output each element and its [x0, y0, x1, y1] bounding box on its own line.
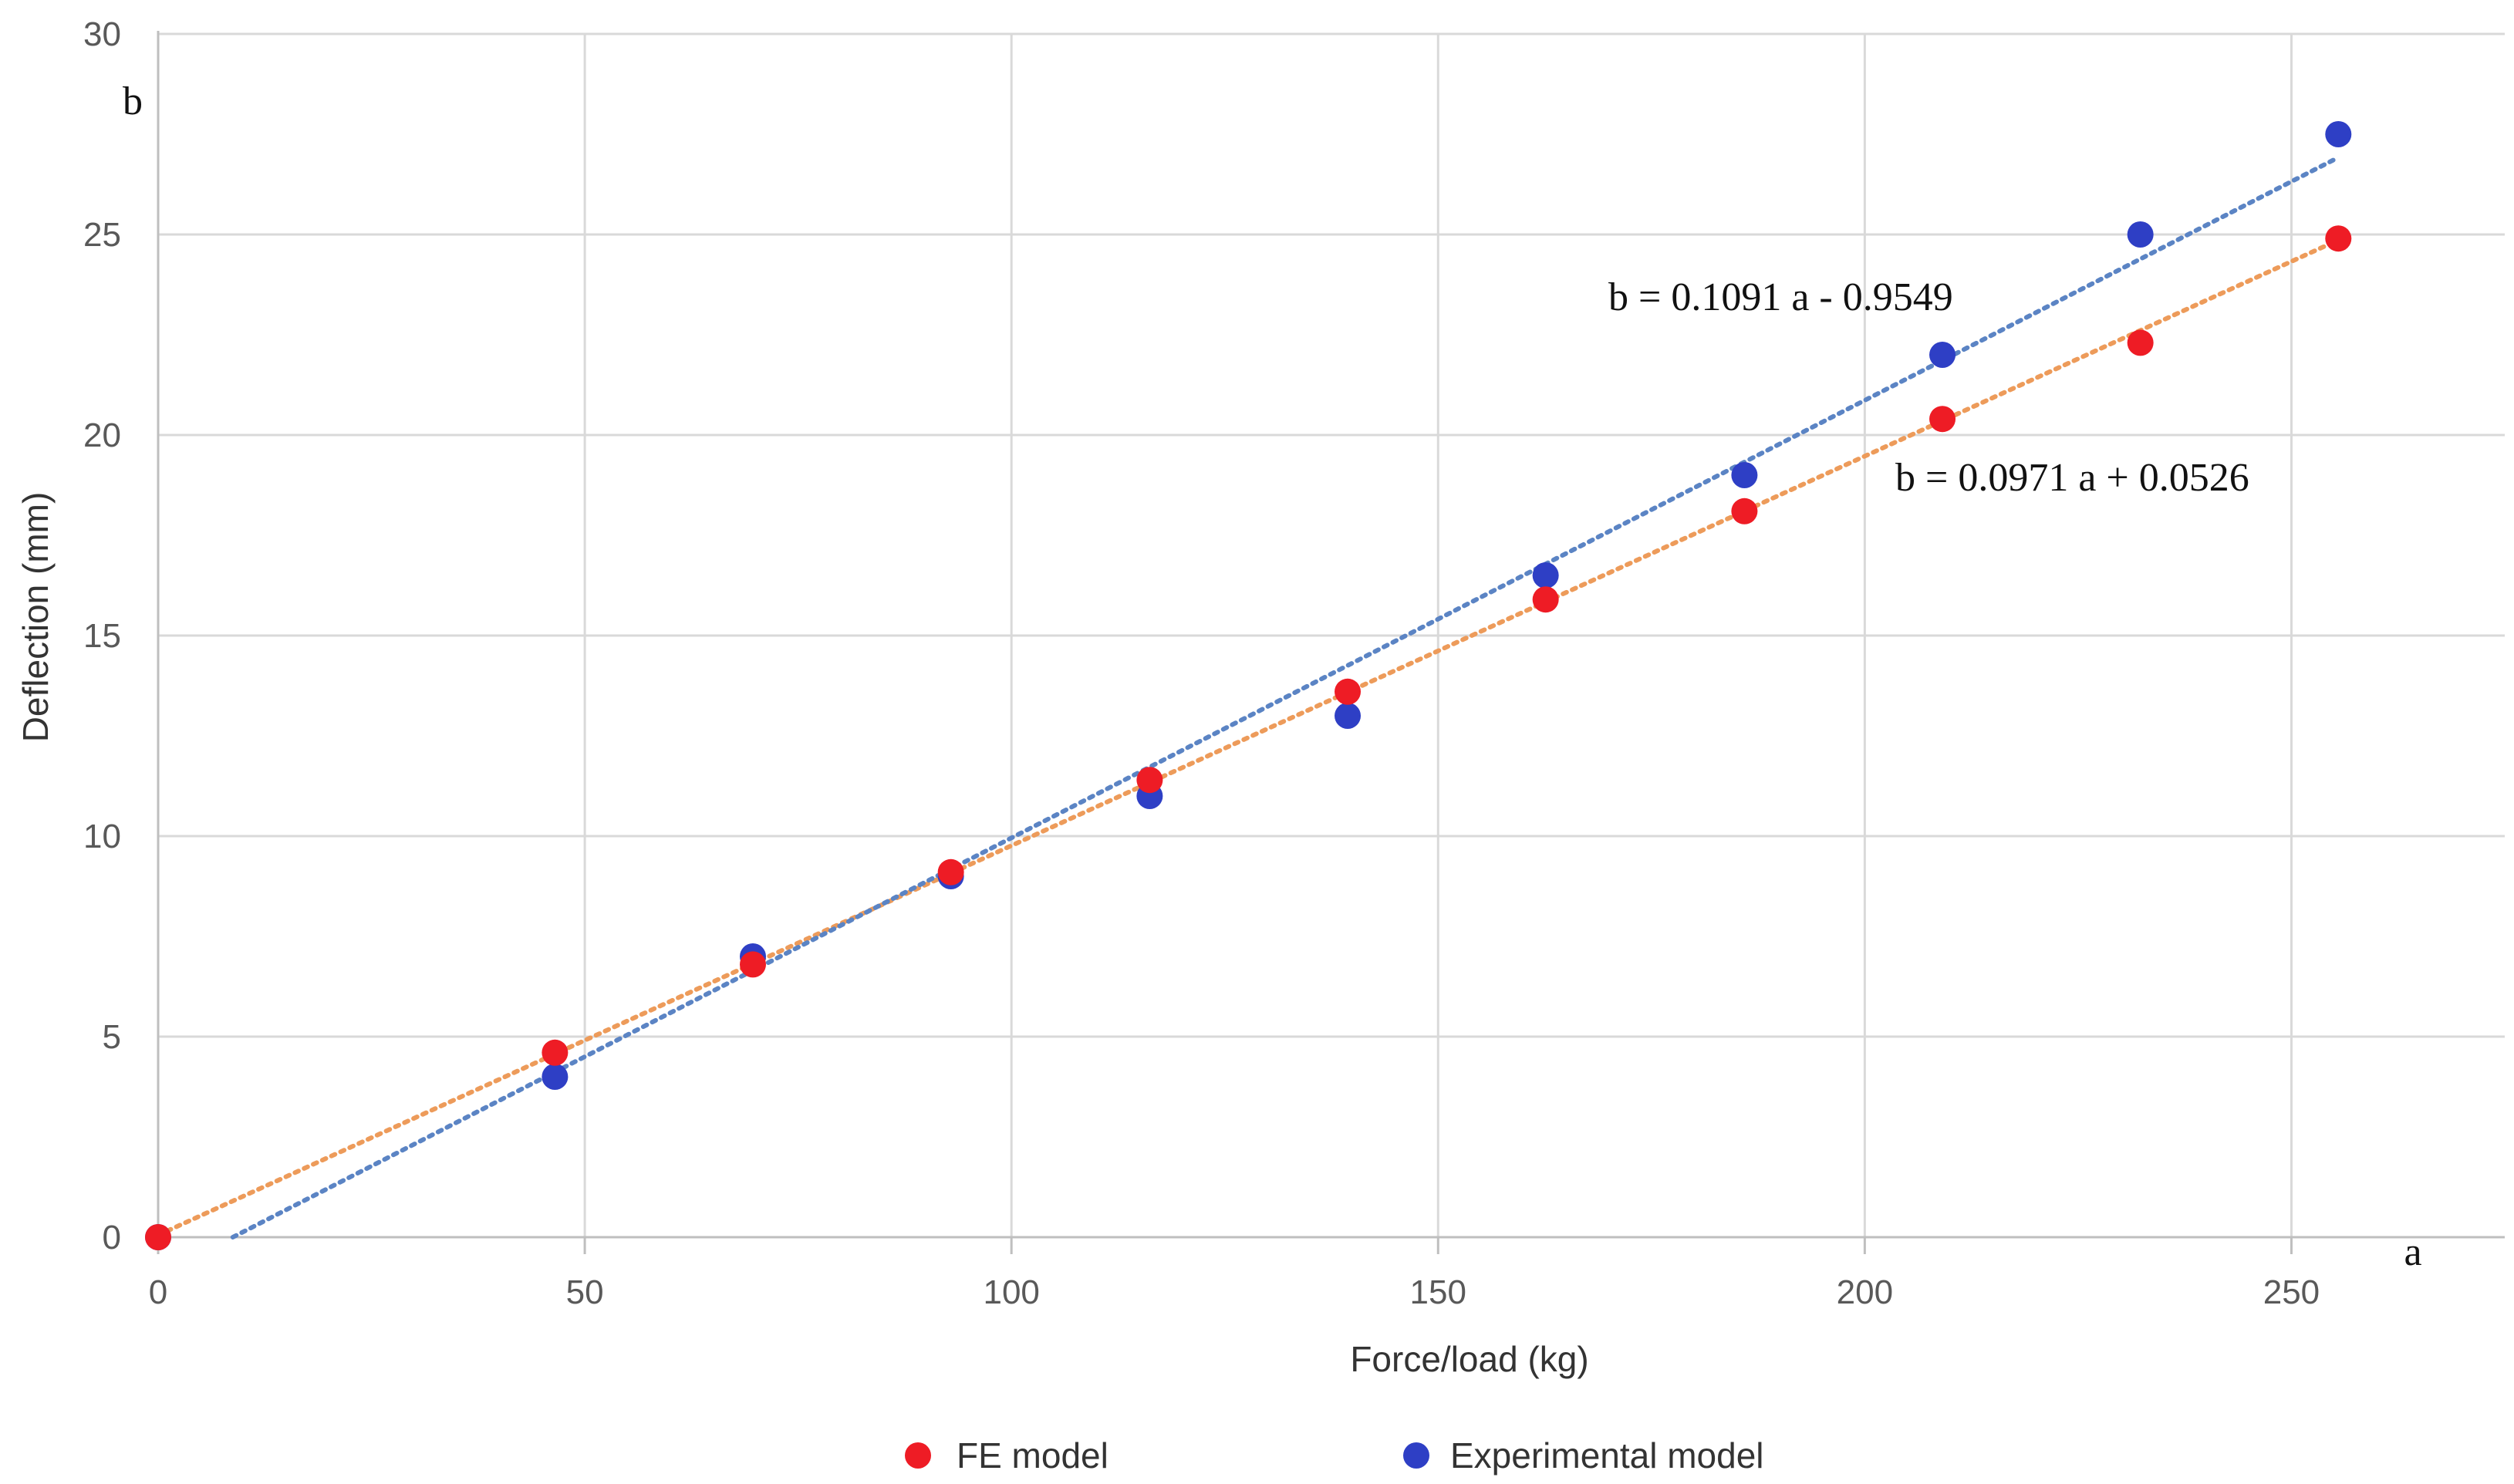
point-experimental-model-8: [1929, 342, 1956, 368]
point-fe-model-0: [145, 1224, 171, 1250]
point-fe-model-8: [1929, 406, 1956, 433]
trendline-equation-fe: b = 0.0971 a + 0.0526: [1895, 456, 2249, 500]
y-tick-label-5: 5: [103, 1018, 121, 1056]
legend-marker-experimental-model: [1403, 1442, 1429, 1469]
legend-marker-fe-model: [905, 1442, 931, 1469]
point-fe-model-5: [1335, 678, 1362, 705]
trendline-experimental-model: [230, 155, 2341, 1240]
x-tick-label-50: 50: [566, 1273, 604, 1311]
y-axis-letter: b: [123, 79, 143, 123]
y-tick-label-0: 0: [103, 1219, 121, 1256]
trendline-equation-experimental: b = 0.1091 a - 0.9549: [1608, 275, 1953, 319]
x-tick-label-100: 100: [983, 1273, 1039, 1311]
point-fe-model-10: [2325, 225, 2352, 252]
point-fe-model-9: [2127, 329, 2154, 356]
point-fe-model-2: [740, 951, 767, 978]
point-fe-model-1: [542, 1039, 569, 1066]
y-tick-labels: 0 5 10 15 20 25 30: [83, 15, 121, 1256]
point-experimental-model-10: [2325, 121, 2352, 147]
legend: FE model Experimental model: [905, 1435, 1764, 1476]
y-tick-label-15: 15: [83, 617, 121, 655]
point-fe-model-4: [1136, 767, 1163, 794]
point-fe-model-6: [1532, 586, 1559, 613]
legend-label-fe-model: FE model: [957, 1435, 1109, 1476]
y-tick-label-30: 30: [83, 15, 121, 53]
data-points: [145, 121, 2352, 1250]
x-axis-letter: a: [2404, 1230, 2421, 1274]
point-experimental-model-9: [2127, 221, 2154, 248]
point-experimental-model-6: [1532, 562, 1559, 589]
x-tick-label-200: 200: [1837, 1273, 1893, 1311]
y-tick-label-10: 10: [83, 818, 121, 855]
trendlines: [156, 155, 2341, 1240]
grid: [158, 32, 2505, 1237]
point-experimental-model-7: [1731, 462, 1758, 488]
legend-label-experimental-model: Experimental model: [1450, 1435, 1764, 1476]
x-tick-labels: 0 50 100 150 200 250: [149, 1273, 2320, 1311]
trendline-fe-model: [156, 238, 2341, 1238]
x-tick-label-150: 150: [1410, 1273, 1466, 1311]
y-tick-label-25: 25: [83, 216, 121, 254]
y-axis-title: Deflection (mm): [15, 492, 56, 743]
point-fe-model-7: [1731, 497, 1758, 524]
x-tick-label-250: 250: [2263, 1273, 2320, 1311]
axes: [157, 31, 2505, 1254]
x-axis-title: Force/load (kg): [1350, 1339, 1588, 1379]
point-fe-model-3: [937, 858, 964, 885]
x-tick-label-0: 0: [149, 1273, 167, 1311]
point-experimental-model-1: [542, 1064, 569, 1090]
y-tick-label-20: 20: [83, 417, 121, 454]
point-experimental-model-5: [1335, 703, 1362, 729]
